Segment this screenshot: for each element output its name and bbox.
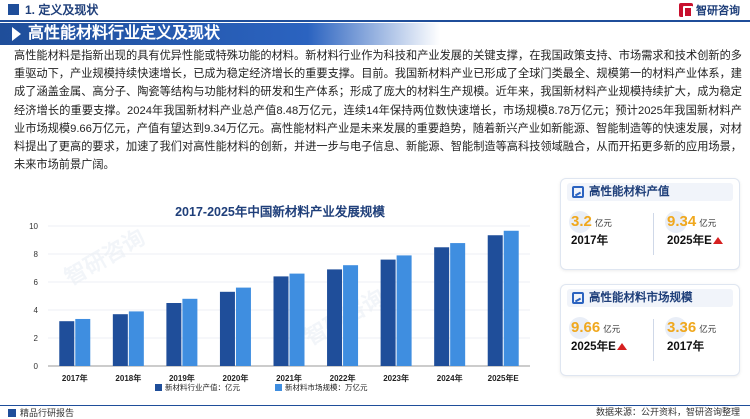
up-arrow-icon	[712, 237, 723, 245]
bar-output	[112, 314, 128, 366]
market-left-year: 2025年E	[571, 341, 616, 353]
bar-output	[380, 259, 396, 366]
legend-label: 新材料市场规模：万亿元	[285, 382, 368, 392]
x-tick-label: 2017年	[62, 373, 88, 383]
output-card: 高性能材料产值 3.2 亿元 2017年 9.34 亿元 2025年E	[560, 178, 740, 270]
output-right-value: 9.34	[667, 213, 697, 230]
market-right-value: 3.36	[667, 319, 697, 336]
bar-chart: 0 2 4 6 8 10 2017年 2018年 2019年 2020年 2021年 2022年 202…	[29, 222, 530, 392]
page-title: 高性能材料行业定义及现状	[28, 25, 221, 42]
brand-logo-icon	[679, 3, 693, 18]
x-tick-label: 2025年E	[488, 373, 520, 383]
market-card-title: 高性能材料市场规模	[589, 292, 693, 304]
bar-market	[450, 243, 466, 366]
decor-circle	[569, 211, 591, 233]
bar-market	[396, 255, 412, 366]
bar-output	[273, 276, 289, 366]
output-right-unit: 亿元	[699, 218, 717, 228]
market-card-header: 高性能材料市场规模	[567, 289, 733, 307]
bar-market	[289, 273, 305, 366]
footer-left: 精品行研报告	[8, 406, 74, 419]
chart-trend-icon	[572, 186, 584, 198]
legend-swatch	[275, 384, 282, 391]
bar-market	[75, 318, 91, 366]
y-tick-label: 6	[34, 278, 39, 287]
market-left-year-row: 2025年E	[571, 338, 627, 354]
x-tick-label: 2022年	[330, 373, 356, 383]
bar-output	[219, 291, 235, 366]
legend-swatch	[155, 384, 162, 391]
card-divider	[653, 319, 654, 361]
legend-label: 新材料行业产值：亿元	[165, 382, 240, 392]
bar-market	[343, 265, 359, 366]
footer-marker-icon	[8, 408, 16, 417]
output-card-header: 高性能材料产值	[567, 183, 733, 201]
x-tick-label: 2021年	[276, 373, 302, 383]
y-tick-label: 8	[34, 250, 39, 259]
footer-left-text: 精品行研报告	[20, 408, 75, 418]
intro-paragraph: 高性能材料是指新出现的具有优异性能或特殊功能的材料。新材料行业作为科技和产业发展…	[14, 50, 742, 172]
y-tick-label: 4	[34, 306, 39, 315]
output-left-unit: 亿元	[594, 218, 612, 228]
y-tick-label: 2	[34, 334, 39, 343]
data-source: 数据来源：公开资料，智研咨询整理	[595, 407, 740, 417]
bar-output	[59, 321, 75, 366]
decor-circle	[665, 211, 687, 233]
market-left-value: 9.66	[571, 319, 601, 336]
brand-logo[interactable]: 智研咨询	[679, 2, 740, 18]
card-divider	[653, 213, 654, 255]
brand-name: 智研咨询	[696, 5, 740, 17]
output-right-year-row: 2025年E	[667, 232, 723, 248]
top-bar: 1. 定义及现状 智研咨询	[0, 0, 750, 20]
chart-trend-icon	[572, 292, 584, 304]
output-card-title: 高性能材料产值	[589, 186, 670, 198]
x-tick-label: 2018年	[115, 373, 141, 383]
bar-output	[487, 235, 503, 366]
decor-circle	[569, 317, 591, 339]
bar-market	[503, 230, 519, 366]
market-right-metric: 3.36 亿元 2017年	[667, 319, 716, 354]
chart-title: 2017-2025年中国新材料产业发展规模	[175, 205, 385, 219]
play-triangle-icon	[12, 27, 21, 41]
footer-divider	[0, 405, 750, 406]
bar-output	[434, 247, 450, 366]
market-right-unit: 亿元	[699, 324, 717, 334]
market-left-metric: 9.66 亿元 2025年E	[571, 319, 627, 354]
output-right-year: 2025年E	[667, 235, 712, 247]
y-tick-label: 0	[34, 362, 39, 371]
x-tick-label: 2020年	[223, 373, 249, 383]
up-arrow-icon	[616, 343, 627, 351]
decor-circle	[665, 317, 687, 339]
x-tick-label: 2024年	[437, 373, 463, 383]
output-left-metric: 3.2 亿元 2017年	[571, 213, 612, 248]
output-left-year: 2017年	[571, 235, 609, 247]
bar-output	[166, 303, 182, 366]
bar-market	[128, 311, 144, 366]
section-marker-icon	[8, 4, 19, 15]
output-right-metric: 9.34 亿元 2025年E	[667, 213, 723, 248]
market-left-unit: 亿元	[603, 324, 621, 334]
bar-market	[235, 287, 251, 366]
section-title: 1. 定义及现状	[25, 3, 99, 17]
title-banner: 高性能材料行业定义及现状	[0, 23, 440, 45]
header-divider	[0, 20, 750, 22]
x-tick-label: 2019年	[169, 373, 195, 383]
bar-market	[182, 298, 198, 366]
market-card: 高性能材料市场规模 9.66 亿元 2025年E 3.36 亿元 2017年	[560, 284, 740, 376]
bar-output	[327, 269, 343, 366]
market-right-year: 2017年	[667, 341, 705, 353]
x-tick-label: 2023年	[383, 373, 409, 383]
output-left-value: 3.2	[571, 213, 592, 230]
y-tick-label: 10	[29, 222, 38, 231]
